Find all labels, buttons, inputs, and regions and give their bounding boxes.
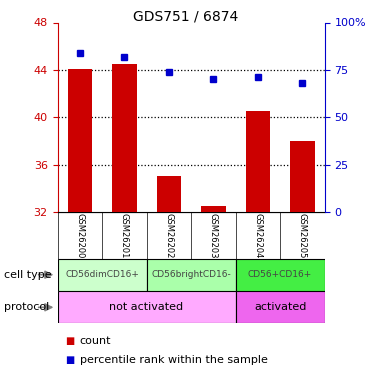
Bar	[68, 69, 92, 212]
Text: not activated: not activated	[109, 302, 184, 312]
Text: protocol: protocol	[4, 302, 49, 312]
Text: ■: ■	[65, 336, 74, 346]
Bar	[246, 111, 270, 212]
Bar	[157, 176, 181, 212]
Text: GSM26202: GSM26202	[164, 213, 173, 258]
Text: GSM26203: GSM26203	[209, 213, 218, 258]
Bar	[201, 206, 226, 212]
Text: percentile rank within the sample: percentile rank within the sample	[80, 355, 267, 365]
Text: GSM26200: GSM26200	[75, 213, 84, 258]
Bar	[58, 291, 236, 323]
Bar	[236, 291, 325, 323]
Bar	[58, 259, 147, 291]
Text: CD56dimCD16+: CD56dimCD16+	[65, 270, 139, 279]
Text: GSM26204: GSM26204	[253, 213, 262, 258]
Text: cell type: cell type	[4, 270, 51, 280]
Text: count: count	[80, 336, 111, 346]
Text: GSM26201: GSM26201	[120, 213, 129, 258]
Text: CD56+CD16+: CD56+CD16+	[248, 270, 312, 279]
Text: ■: ■	[65, 355, 74, 365]
Bar	[147, 259, 236, 291]
Bar	[290, 141, 315, 212]
Text: CD56brightCD16-: CD56brightCD16-	[151, 270, 231, 279]
Text: GDS751 / 6874: GDS751 / 6874	[133, 9, 238, 23]
Bar	[112, 64, 137, 212]
Bar	[236, 259, 325, 291]
Text: GSM26205: GSM26205	[298, 213, 307, 258]
Text: activated: activated	[254, 302, 306, 312]
